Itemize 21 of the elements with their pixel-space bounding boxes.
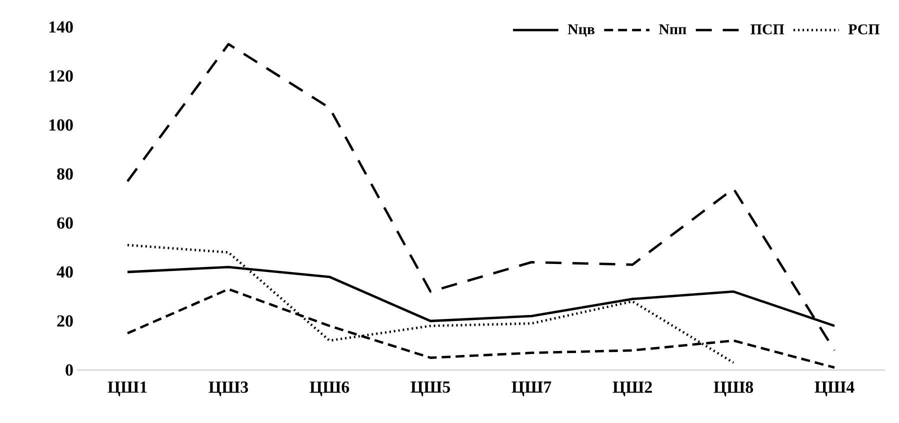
legend-label: ПСП	[750, 24, 784, 34]
y-tick-label: 20	[57, 315, 73, 327]
y-tick-label: 100	[49, 119, 73, 131]
y-tick-label: 140	[49, 21, 73, 33]
line-series	[126, 42, 836, 352]
legend-label: Nцв	[568, 24, 594, 37]
x-tick-label: ЦШ1	[108, 381, 147, 396]
x-tick-label: ЦШ7	[512, 381, 552, 396]
legend-label: Nпп	[658, 24, 686, 34]
y-tick-label: 0	[66, 364, 73, 376]
x-tick-label: ЦШ5	[410, 381, 450, 396]
x-tick-label: ЦШ8	[714, 381, 754, 396]
y-tick-label: 60	[57, 217, 73, 229]
x-tick-label: ЦШ2	[612, 381, 652, 396]
x-tick-label: ЦШ3	[208, 381, 248, 396]
x-tick-label: ЦШ4	[814, 381, 854, 396]
y-tick-label: 80	[57, 168, 73, 180]
legend-label: РСП	[848, 24, 880, 34]
x-tick-label: ЦШ6	[310, 381, 350, 396]
y-tick-label: 120	[49, 70, 73, 82]
y-tick-label: 40	[56, 266, 73, 278]
